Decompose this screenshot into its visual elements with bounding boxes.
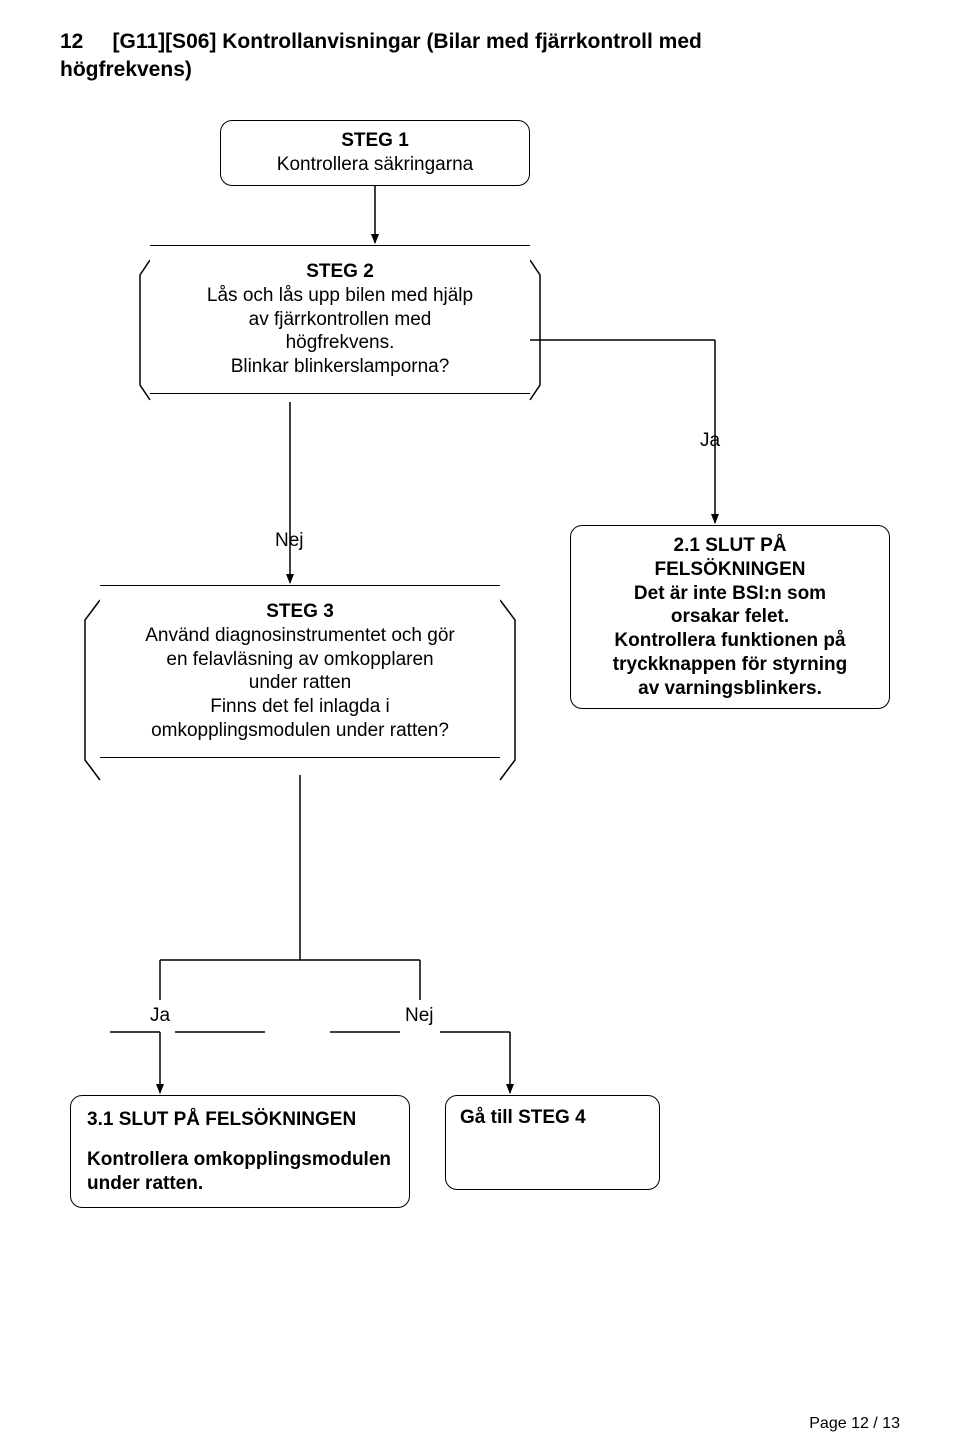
r21-l3: Kontrollera funktionen på: [614, 630, 845, 651]
label-ja-1: Ja: [700, 430, 720, 452]
node-result-3-1: 3.1 SLUT PÅ FELSÖKNINGEN Kontrollera omk…: [70, 1095, 410, 1208]
node-goto-step4: Gå till STEG 4: [445, 1095, 660, 1190]
r31-title: 3.1 SLUT PÅ FELSÖKNINGEN: [87, 1109, 356, 1130]
step3-t5: omkopplingsmodulen under ratten?: [151, 720, 449, 741]
node-step2: STEG 2 Lås och lås upp bilen med hjälp a…: [150, 245, 530, 394]
step3-t1: Använd diagnosinstrumentet och gör: [145, 625, 454, 646]
label-nej-top: Nej: [275, 530, 304, 552]
heading-l2: högfrekvens): [60, 58, 192, 81]
r21-l4: tryckknappen för styrning: [613, 654, 847, 675]
r21-l5: av varningsblinkers.: [638, 678, 822, 699]
r31-s2: under ratten.: [87, 1173, 203, 1194]
label-nej-2: Nej: [405, 1005, 434, 1027]
goto4-text: Gå till STEG 4: [460, 1107, 586, 1128]
heading-num: 12: [60, 30, 83, 53]
heading-l1: [G11][S06] Kontrollanvisningar (Bilar me…: [113, 30, 702, 53]
label-ja-2: Ja: [150, 1005, 170, 1027]
r21-l1: Det är inte BSI:n som: [634, 583, 826, 604]
r21-title2: FELSÖKNINGEN: [655, 559, 806, 580]
r21-l2: orsakar felet.: [671, 606, 789, 627]
step1-text: Kontrollera säkringarna: [277, 154, 473, 175]
node-result-2-1: 2.1 SLUT PÅ FELSÖKNINGEN Det är inte BSI…: [570, 525, 890, 709]
step3-t2: en felavläsning av omkopplaren: [166, 649, 433, 670]
step3-t3: under ratten: [249, 672, 351, 693]
step2-title: STEG 2: [306, 261, 374, 282]
step2-t4: Blinkar blinkerslamporna?: [231, 356, 450, 377]
page-heading: 12 [G11][S06] Kontrollanvisningar (Bilar…: [60, 28, 900, 85]
node-step3: STEG 3 Använd diagnosinstrumentet och gö…: [100, 585, 500, 758]
r21-title1: 2.1 SLUT PÅ: [674, 535, 787, 556]
step3-title: STEG 3: [266, 601, 334, 622]
page-footer: Page 12 / 13: [809, 1415, 900, 1433]
step3-t4: Finns det fel inlagda i: [210, 696, 390, 717]
step2-t2: av fjärrkontrollen med: [249, 309, 432, 330]
step2-t1: Lås och lås upp bilen med hjälp: [207, 285, 473, 306]
r31-s1: Kontrollera omkopplingsmodulen: [87, 1149, 391, 1170]
step1-title: STEG 1: [341, 130, 409, 151]
step2-t3: högfrekvens.: [286, 332, 395, 353]
node-step1: STEG 1 Kontrollera säkringarna: [220, 120, 530, 186]
